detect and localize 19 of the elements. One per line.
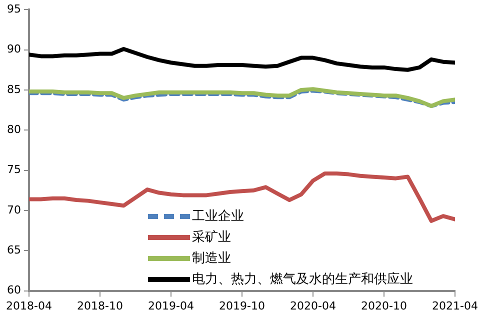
- y-tick-label: 60: [6, 284, 21, 297]
- legend-label: 工业企业: [192, 208, 244, 226]
- legend-label: 制造业: [192, 250, 231, 268]
- y-tick-label: 95: [6, 2, 21, 16]
- x-tick-label: 2020-04: [290, 299, 336, 312]
- y-tick-label: 75: [6, 163, 21, 176]
- x-tick-label: 2020-10: [361, 299, 407, 312]
- x-tick-label: 2018-10: [77, 299, 123, 312]
- y-tick-label: 65: [6, 243, 21, 256]
- x-tick-label: 2019-10: [219, 299, 265, 312]
- y-tick-label: 80: [6, 122, 21, 136]
- legend-label: 电力、热力、燃气及水的生产和供应业: [192, 271, 413, 289]
- x-tick-label: 2019-04: [148, 299, 194, 312]
- y-tick-label: 90: [6, 42, 21, 56]
- x-tick-label: 2021-04: [432, 299, 478, 312]
- y-tick-label: 85: [6, 82, 21, 96]
- x-tick-label: 2018-04: [6, 299, 52, 312]
- legend-label: 采矿业: [192, 229, 231, 247]
- y-tick-label: 70: [6, 203, 21, 216]
